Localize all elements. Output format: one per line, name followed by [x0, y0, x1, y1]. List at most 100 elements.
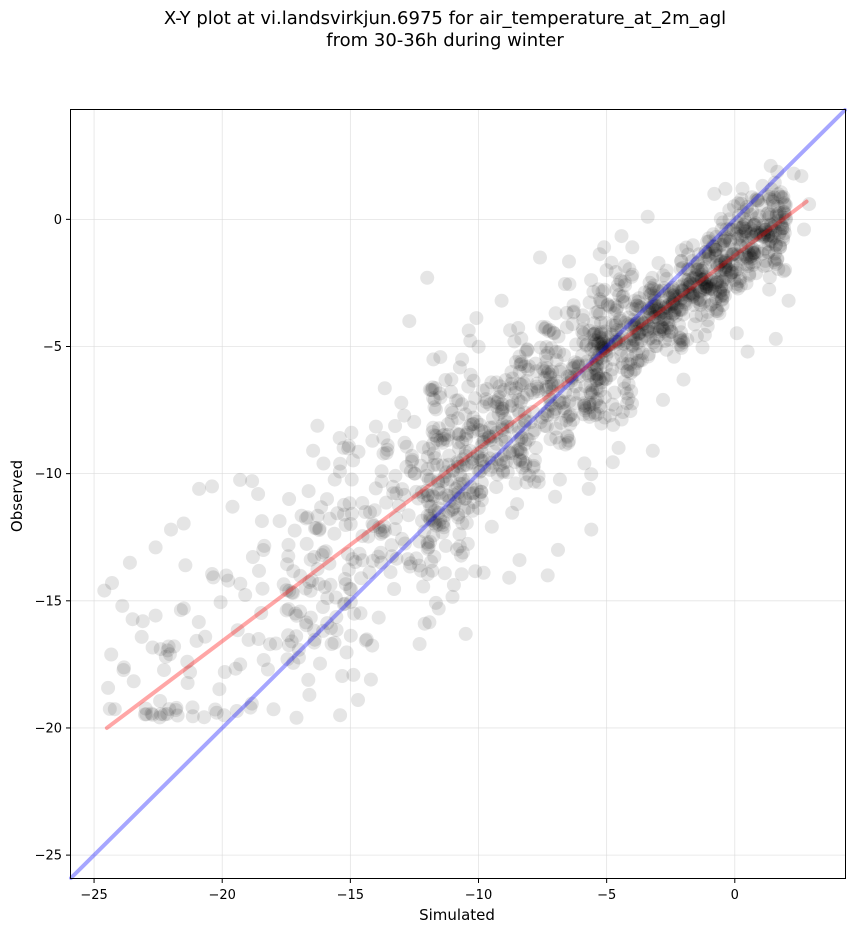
- data-point: [561, 409, 576, 424]
- data-point: [320, 591, 335, 605]
- data-point: [178, 558, 193, 573]
- data-point: [709, 248, 723, 263]
- data-point: [423, 512, 438, 527]
- data-point: [760, 218, 775, 233]
- data-point: [162, 647, 177, 662]
- data-point: [441, 504, 456, 519]
- data-point: [598, 359, 613, 374]
- data-point: [734, 239, 749, 254]
- data-point: [706, 239, 721, 254]
- data-point: [340, 547, 355, 561]
- data-point: [642, 301, 657, 316]
- data-point: [673, 331, 688, 346]
- data-point: [436, 520, 451, 535]
- data-point: [598, 315, 613, 330]
- data-point: [735, 181, 750, 196]
- data-point: [723, 266, 738, 281]
- data-point: [358, 505, 373, 519]
- data-point: [584, 467, 599, 482]
- data-point: [641, 318, 656, 333]
- data-point: [420, 535, 435, 550]
- data-point: [417, 524, 432, 539]
- data-point: [738, 240, 753, 255]
- data-point: [739, 276, 754, 291]
- data-point: [463, 400, 478, 415]
- data-point: [778, 197, 793, 212]
- data-point: [508, 385, 523, 400]
- data-point: [546, 325, 561, 340]
- data-point: [427, 393, 442, 408]
- data-point: [299, 536, 314, 551]
- data-point: [444, 403, 459, 417]
- data-point: [407, 414, 422, 429]
- data-point: [466, 373, 481, 388]
- data-point: [626, 329, 641, 344]
- data-point: [615, 356, 630, 371]
- data-point: [775, 221, 790, 235]
- data-point: [509, 355, 523, 369]
- data-point: [436, 515, 451, 529]
- data-point: [770, 252, 785, 267]
- data-point: [517, 376, 531, 391]
- data-point: [314, 500, 329, 515]
- data-point: [427, 549, 442, 564]
- data-point: [675, 260, 690, 275]
- data-point: [206, 570, 221, 585]
- data-point: [762, 282, 777, 297]
- data-point: [745, 241, 760, 256]
- data-point: [682, 285, 697, 300]
- data-point: [286, 655, 301, 670]
- data-point: [761, 245, 776, 260]
- data-point: [587, 326, 602, 341]
- data-point: [662, 297, 677, 312]
- data-point: [520, 343, 535, 358]
- data-point: [230, 623, 245, 638]
- data-point: [674, 283, 689, 298]
- data-point: [702, 234, 717, 249]
- data-point: [589, 353, 604, 368]
- data-point: [621, 310, 636, 325]
- data-point: [238, 588, 253, 602]
- data-point: [704, 272, 719, 286]
- data-point: [138, 701, 153, 716]
- data-point: [425, 563, 440, 578]
- data-point: [459, 516, 474, 530]
- data-point: [718, 231, 733, 246]
- data-point: [657, 300, 672, 315]
- data-point: [256, 653, 271, 667]
- data-point: [697, 281, 712, 296]
- data-point: [524, 383, 539, 397]
- data-point: [465, 455, 480, 470]
- data-point: [763, 207, 777, 222]
- y-tick-label: 0: [54, 213, 62, 228]
- data-point: [547, 404, 562, 419]
- data-point: [337, 507, 351, 522]
- data-point: [483, 433, 498, 448]
- data-point: [595, 284, 610, 299]
- data-point: [583, 385, 598, 400]
- data-point: [426, 420, 441, 435]
- data-point: [742, 268, 757, 283]
- data-point: [632, 291, 647, 306]
- data-point: [576, 326, 591, 341]
- data-point: [756, 229, 771, 244]
- data-point: [634, 315, 649, 330]
- data-point: [673, 262, 688, 277]
- data-point: [101, 680, 116, 695]
- data-point: [469, 482, 484, 497]
- data-point: [233, 576, 248, 591]
- data-point: [440, 433, 455, 448]
- data-point: [565, 317, 580, 332]
- data-point: [746, 246, 761, 260]
- data-point: [660, 320, 674, 335]
- data-point: [560, 428, 575, 443]
- data-point: [324, 637, 339, 651]
- data-point: [648, 291, 663, 306]
- data-point: [498, 434, 513, 449]
- data-point: [529, 379, 544, 394]
- data-point: [289, 629, 304, 644]
- data-point: [293, 604, 308, 619]
- data-point: [358, 633, 373, 648]
- data-point: [281, 537, 296, 552]
- data-point: [351, 693, 365, 707]
